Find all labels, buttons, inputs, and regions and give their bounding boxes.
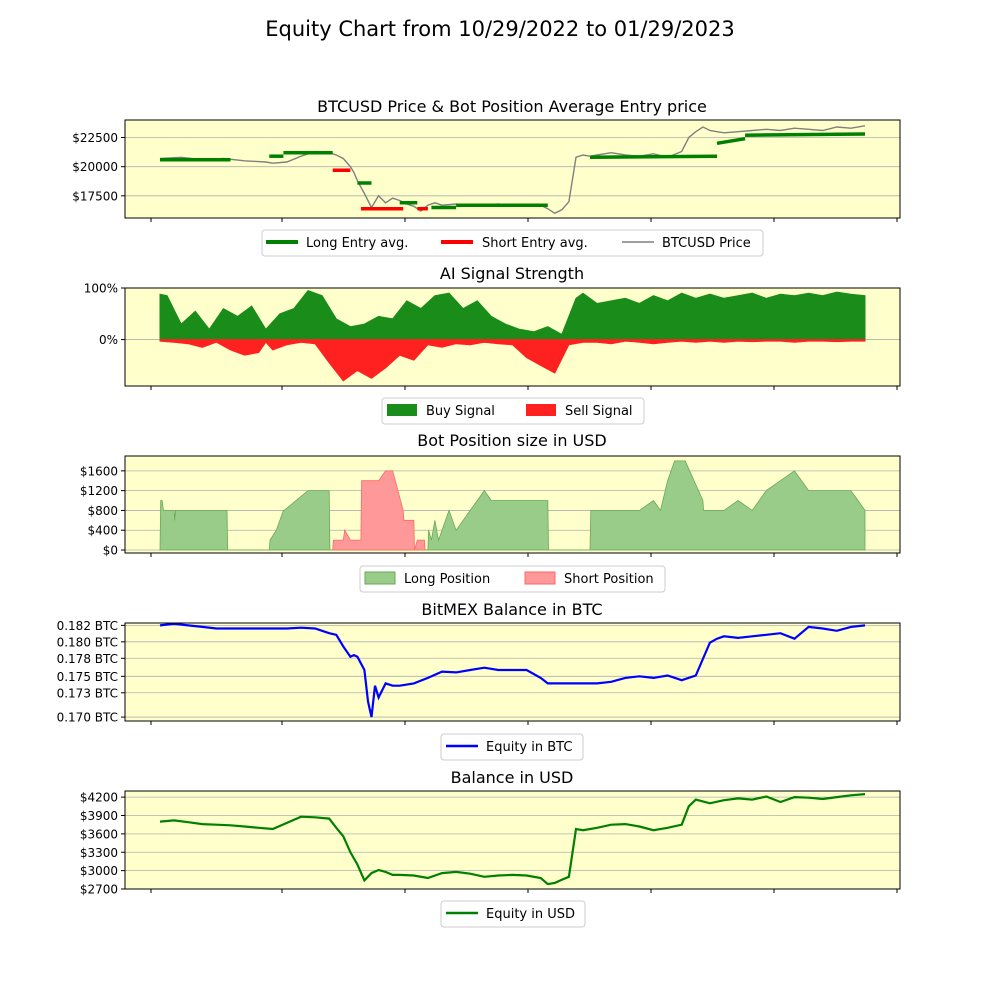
position-panel: Bot Position size in USD $1600 $1200 $800 $… <box>80 431 901 593</box>
long-entry-segment <box>745 132 866 137</box>
signal-legend: Buy Signal Sell Signal <box>381 397 645 425</box>
y-tick-label: $22500 <box>72 131 118 145</box>
usd-panel-title: Balance in USD <box>451 768 574 787</box>
y-tick-label: 0.180 BTC <box>57 635 118 649</box>
y-tick-label: $3000 <box>80 864 118 878</box>
btc-balance-panel: BitMEX Balance in BTC 0.182 BTC 0.180 BTC… <box>57 600 901 761</box>
legend-long-position: Long Position <box>404 572 490 587</box>
y-tick-label: $3600 <box>80 827 118 841</box>
usd-legend: Equity in USD <box>440 900 586 928</box>
legend-short-position: Short Position <box>564 572 654 587</box>
price-legend: Long Entry avg. Short Entry avg. BTCUSD … <box>261 229 764 257</box>
y-tick-label: $1600 <box>80 464 118 478</box>
legend-equity-btc: Equity in BTC <box>486 740 572 755</box>
usd-balance-panel: Balance in USD $4200 $3900 $3600 $3300 $3000… <box>80 768 901 928</box>
price-panel-title: BTCUSD Price & Bot Position Average Entr… <box>317 97 707 116</box>
sell-signal-area <box>159 339 866 382</box>
y-tick-label: $1200 <box>80 484 118 498</box>
legend-sell-signal: Sell Signal <box>565 404 633 419</box>
y-tick-label: $4200 <box>80 791 118 805</box>
long-position-area <box>159 460 866 551</box>
y-tick-label: 0.182 BTC <box>57 619 118 633</box>
btc-legend: Equity in BTC <box>440 733 584 761</box>
y-tick-label: 0% <box>99 333 118 347</box>
y-tick-label: $20000 <box>72 160 118 174</box>
y-tick-label: 0.175 BTC <box>57 670 118 684</box>
y-tick-label: 100% <box>84 282 118 296</box>
buy-signal-area <box>159 290 866 341</box>
long-entry-segment <box>589 154 718 160</box>
y-tick-label: $800 <box>87 504 118 518</box>
position-panel-title: Bot Position size in USD <box>417 431 606 450</box>
figure-title: Equity Chart from 10/29/2022 to 01/29/20… <box>265 17 735 41</box>
signal-panel: AI Signal Strength 100% 0% Buy Signal Sel… <box>84 264 901 425</box>
legend-equity-usd: Equity in USD <box>486 907 575 922</box>
legend-buy-signal: Buy Signal <box>426 404 495 419</box>
y-tick-label: 0.170 BTC <box>57 711 118 725</box>
y-tick-label: $2700 <box>80 883 118 897</box>
y-tick-label: $0 <box>103 544 118 558</box>
equity-usd-line <box>159 793 866 886</box>
signal-panel-title: AI Signal Strength <box>440 264 584 283</box>
btc-panel-title: BitMEX Balance in BTC <box>421 600 602 619</box>
y-tick-label: 0.178 BTC <box>57 652 118 666</box>
y-tick-label: $3300 <box>80 846 118 860</box>
long-entry-segment <box>716 136 746 146</box>
short-position-area <box>332 470 426 551</box>
position-legend: Long Position Short Position <box>359 565 666 593</box>
y-tick-label: $400 <box>87 524 118 538</box>
price-panel: BTCUSD Price & Bot Position Average Entr… <box>72 97 901 257</box>
legend-short-entry: Short Entry avg. <box>482 236 588 251</box>
equity-btc-line <box>159 622 866 718</box>
legend-long-entry: Long Entry avg. <box>306 236 408 251</box>
y-tick-label: $17500 <box>72 189 118 203</box>
y-tick-label: $3900 <box>80 809 118 823</box>
y-tick-label: 0.173 BTC <box>57 686 118 700</box>
legend-btcusd-price: BTCUSD Price <box>662 236 751 251</box>
